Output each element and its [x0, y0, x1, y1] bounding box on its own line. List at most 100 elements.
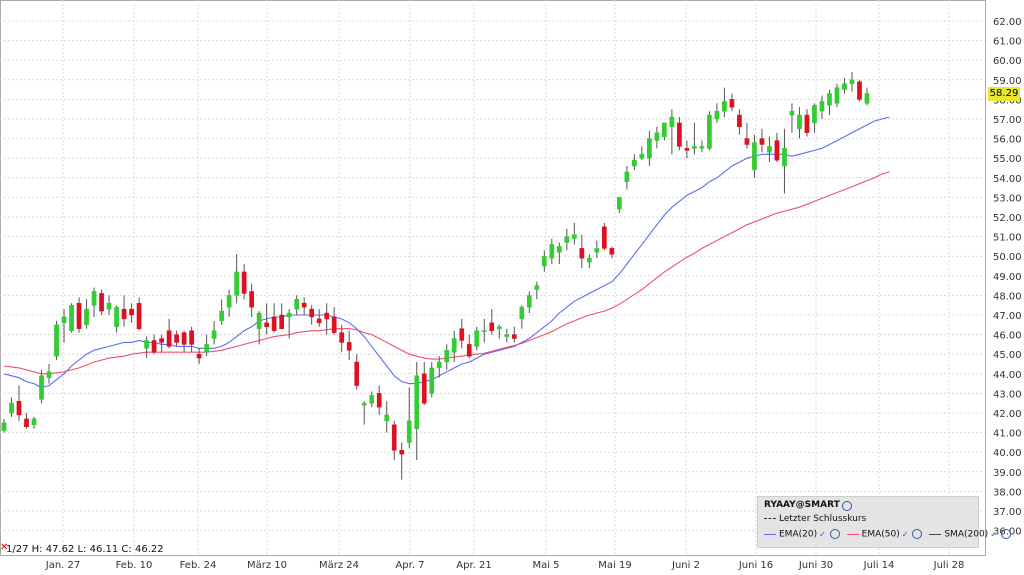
- settings-icon[interactable]: [1000, 529, 1011, 539]
- candle: [121, 295, 127, 327]
- check-icon[interactable]: ✓: [819, 529, 826, 539]
- candle: [406, 387, 412, 449]
- x-tick-label: Juni 16: [738, 560, 773, 571]
- candle: [504, 328, 510, 343]
- candle-body: [647, 138, 652, 159]
- x-tick-label: Juni 30: [798, 560, 833, 571]
- candle: [129, 303, 134, 323]
- candle: [834, 83, 840, 108]
- x-axis: Jan. 27 Feb. 10 Feb. 24 März 10 März 24 Apr. …: [45, 560, 965, 571]
- candle: [226, 289, 232, 317]
- check-icon[interactable]: ✓: [901, 529, 909, 539]
- candle: [271, 303, 277, 333]
- candle: [519, 305, 525, 329]
- candle: [339, 324, 345, 353]
- candle: [842, 77, 847, 94]
- candle: [234, 254, 239, 304]
- ema20-swatch: [764, 533, 776, 535]
- x-tick-label: Mai 19: [598, 560, 631, 571]
- candle: [39, 369, 44, 404]
- candle: [354, 354, 360, 390]
- candle-body: [189, 330, 194, 345]
- candle-body: [579, 248, 585, 259]
- y-tick-label: 37.00: [993, 507, 1022, 518]
- candle-body: [864, 93, 870, 104]
- candle: [789, 103, 795, 133]
- y-tick-label: 39.00: [993, 468, 1022, 479]
- candle-body: [444, 350, 450, 363]
- y-tick-label: 45.00: [993, 350, 1022, 361]
- candle-body: [504, 334, 510, 337]
- candle-body: [31, 418, 37, 426]
- candle: [707, 111, 712, 151]
- candle-body: [39, 375, 44, 400]
- candle-body: [346, 342, 352, 351]
- settings-icon[interactable]: [829, 529, 840, 539]
- y-tick-label: 56.00: [993, 135, 1022, 146]
- candle: [812, 103, 817, 133]
- candle: [294, 295, 300, 315]
- candle-body: [684, 148, 690, 151]
- candle: [181, 330, 187, 353]
- ema50-line: [3, 171, 890, 375]
- candle: [744, 122, 750, 149]
- candle: [827, 89, 832, 116]
- candle-body: [204, 344, 209, 353]
- candle-body: [692, 146, 697, 149]
- candle-body: [609, 248, 615, 255]
- dash-icon: [764, 518, 776, 519]
- candle-body: [744, 138, 750, 145]
- candle-body: [617, 197, 622, 210]
- settings-icon[interactable]: [842, 501, 852, 511]
- candle: [669, 109, 675, 155]
- candle: [256, 311, 262, 345]
- candle-body: [264, 322, 270, 328]
- candle: [594, 240, 600, 259]
- remove-icon[interactable]: ✕: [0, 542, 9, 553]
- candle-body: [159, 338, 164, 343]
- legend-box: RYAAY@SMART Letzter Schlusskurs EMA(20) ✓…: [757, 496, 1011, 548]
- candle: [556, 242, 562, 265]
- candle-body: [211, 330, 217, 339]
- legend-entry-last-close[interactable]: Letzter Schlusskurs: [764, 514, 866, 524]
- candle: [31, 416, 37, 429]
- candle-body: [339, 332, 345, 343]
- candle-body: [91, 291, 97, 306]
- last-price-badge: 58.29: [988, 87, 1020, 101]
- sma200-swatch: [929, 533, 942, 535]
- candle: [54, 320, 59, 361]
- candle-body: [519, 306, 525, 320]
- candle-body: [376, 393, 382, 408]
- candle: [459, 318, 465, 349]
- candle: [69, 303, 74, 333]
- candle-body: [511, 334, 517, 339]
- legend-entry-indicators[interactable]: EMA(20) ✓ EMA(50) ✓ SMA(200) ✓: [764, 529, 1011, 540]
- candle: [204, 334, 209, 357]
- y-tick-label: 54.00: [993, 174, 1022, 185]
- candle-body: [752, 142, 757, 171]
- candle: [797, 107, 802, 139]
- candle-body: [677, 122, 682, 147]
- candle: [759, 128, 765, 153]
- candle-body: [669, 116, 675, 128]
- candle: [774, 132, 780, 163]
- settings-icon[interactable]: [912, 529, 923, 539]
- legend-symbol[interactable]: RYAAY@SMART: [764, 500, 840, 510]
- candle: [144, 336, 149, 359]
- candle: [279, 303, 285, 329]
- candle: [767, 136, 772, 163]
- candle: [489, 309, 495, 335]
- candle-body: [496, 326, 502, 329]
- check-icon[interactable]: ✓: [990, 529, 997, 539]
- candle: [136, 297, 142, 331]
- candle: [309, 305, 315, 325]
- candle-body: [324, 312, 330, 320]
- candle-body: [632, 159, 637, 167]
- candle-body: [121, 308, 127, 320]
- candle: [151, 334, 157, 355]
- candle-body: [436, 361, 442, 369]
- candle-body: [181, 332, 187, 345]
- candle-body: [466, 344, 472, 357]
- x-tick-label: Apr. 7: [395, 560, 424, 571]
